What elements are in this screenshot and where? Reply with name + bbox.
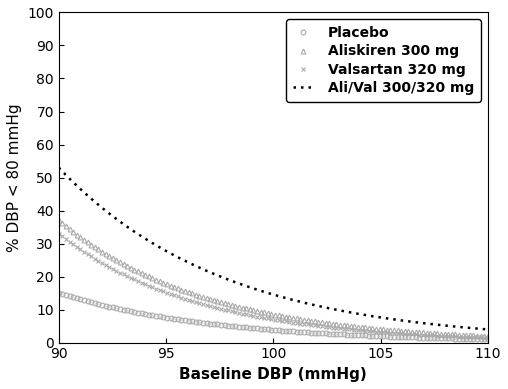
Legend: Placebo, Aliskiren 300 mg, Valsartan 320 mg, Ali/Val 300/320 mg: Placebo, Aliskiren 300 mg, Valsartan 320… [286,19,481,102]
Y-axis label: % DBP < 80 mmHg: % DBP < 80 mmHg [7,103,22,252]
X-axis label: Baseline DBP (mmHg): Baseline DBP (mmHg) [179,367,367,382]
